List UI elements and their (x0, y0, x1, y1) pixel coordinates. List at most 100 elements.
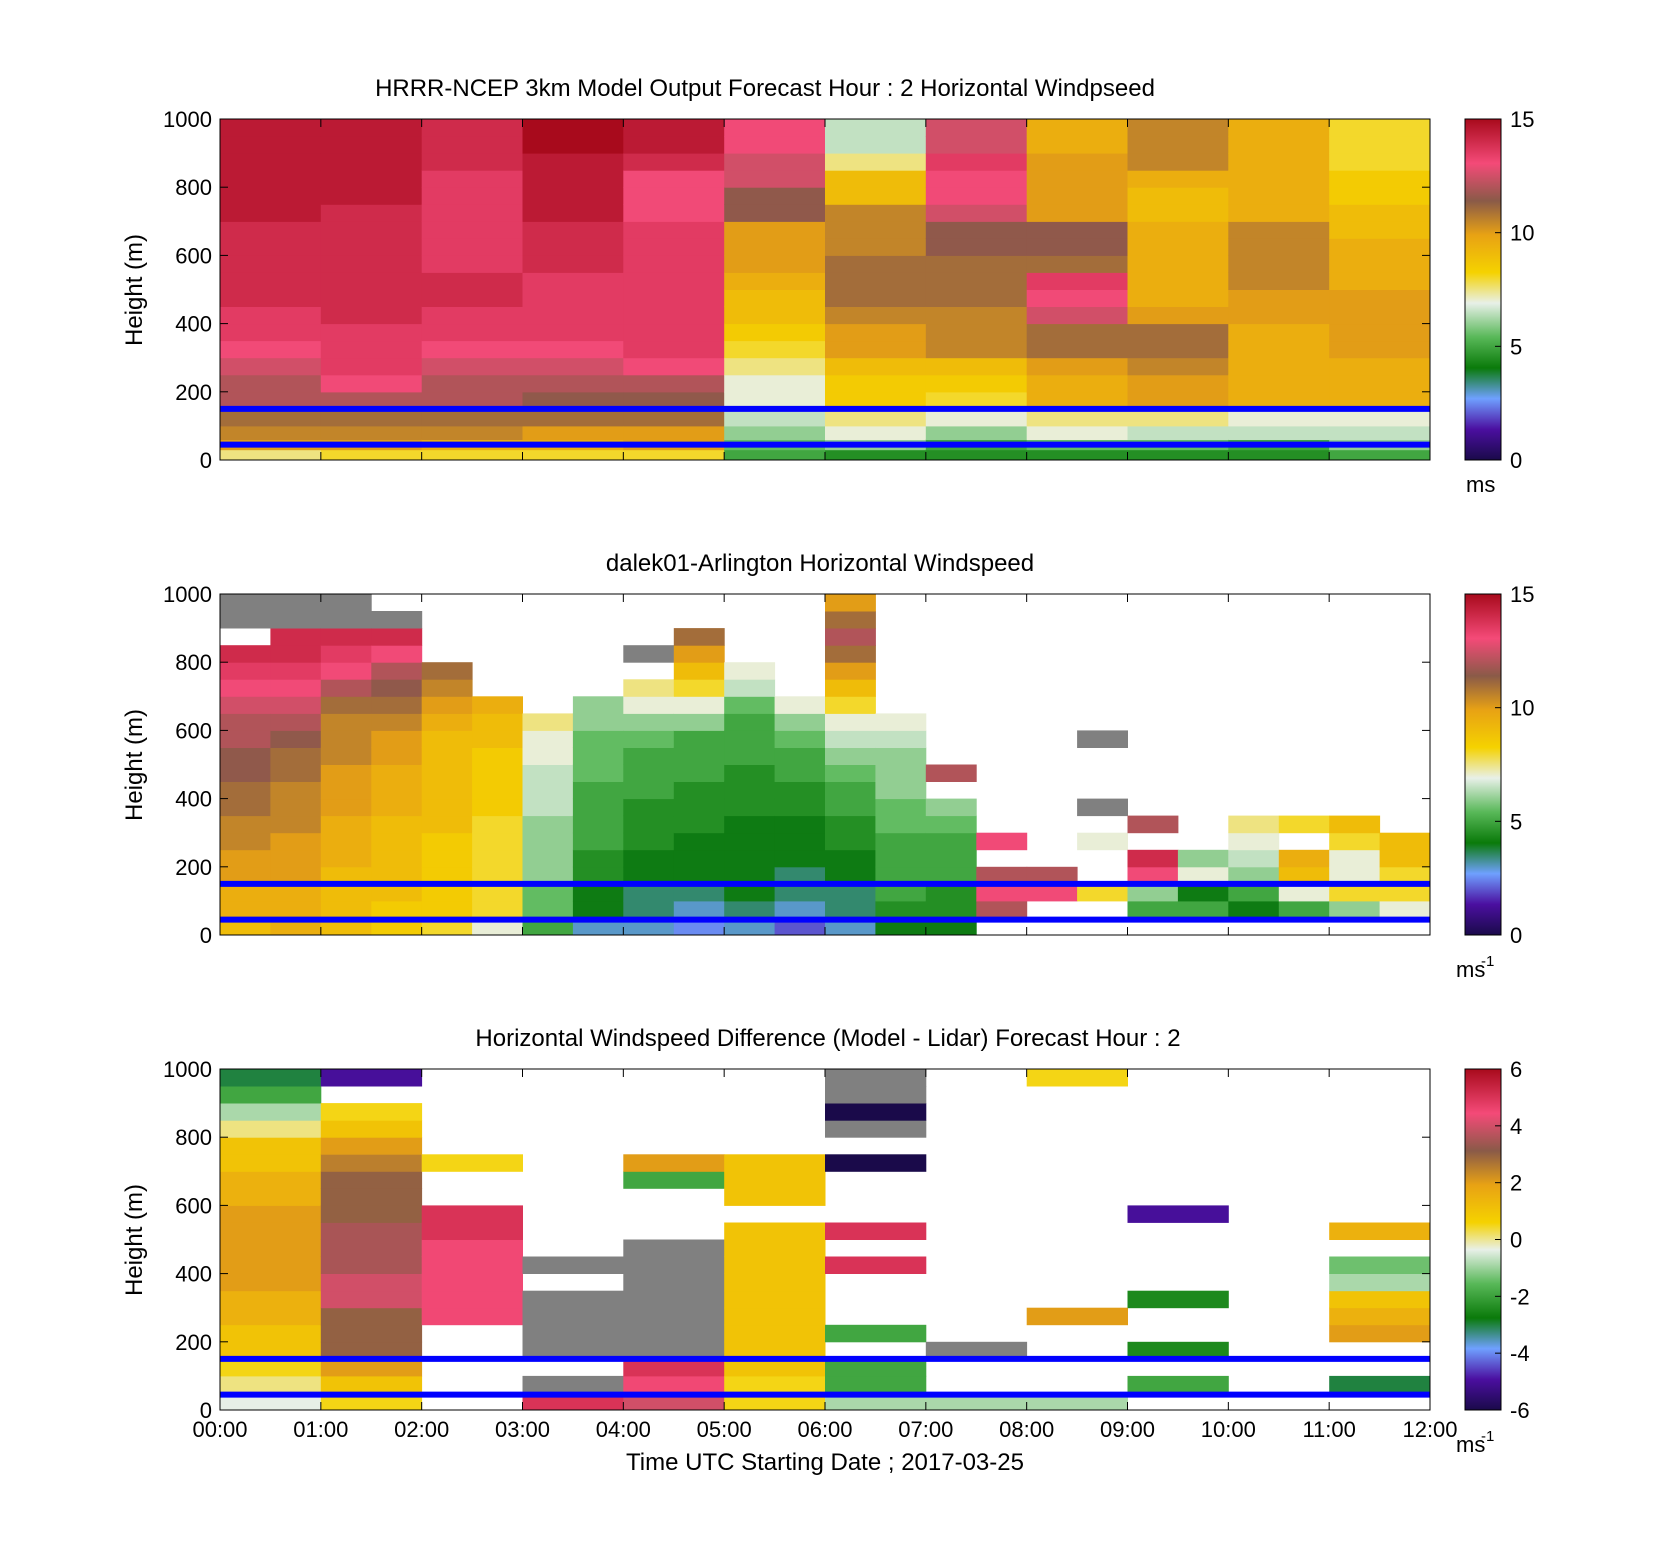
heatmap-cell (1077, 730, 1128, 748)
heatmap-cell (220, 1273, 322, 1292)
heatmap-cell (1026, 221, 1128, 239)
heatmap-cell (220, 849, 271, 868)
colorbar-tick-label: 5 (1510, 809, 1522, 834)
heatmap-cell (572, 832, 624, 851)
heatmap-cell (421, 187, 523, 205)
x-tick-label: 03:00 (495, 1417, 550, 1442)
time-tick-labels: 00:00 01:00 02:00 03:00 04:00 05:00 06:00 07:00… (192, 1417, 1457, 1442)
heatmap-cell (1127, 289, 1229, 307)
colorbar-tick-label: 15 (1510, 107, 1534, 132)
heatmap-cell (825, 764, 876, 782)
heatmap-cell (1379, 900, 1431, 919)
heatmap-cell (673, 662, 725, 680)
heatmap-cell (421, 1290, 523, 1309)
heatmap-cell (623, 1324, 725, 1343)
heatmap-cell (522, 255, 624, 273)
heatmap-cell (623, 866, 675, 885)
heatmap-cell (220, 449, 322, 461)
heatmap-cell (724, 408, 826, 427)
heatmap-cell (320, 170, 423, 188)
heatmap-cell (421, 357, 523, 376)
heatmap-cell (623, 781, 675, 800)
heatmap-cell (724, 1256, 826, 1274)
heatmap-cell (1127, 255, 1229, 273)
heatmap-cell (925, 425, 1028, 440)
heatmap-cell (1127, 883, 1179, 902)
heatmap-cell (220, 781, 271, 800)
heatmap-cell (320, 340, 423, 359)
heatmap-cell (825, 391, 927, 410)
heatmap-cell (1278, 866, 1330, 885)
heatmap-cell (623, 238, 725, 256)
heatmap-cell (522, 323, 624, 342)
heatmap-cell (1329, 221, 1431, 239)
heatmap-cell (320, 391, 423, 410)
heatmap-cell (1026, 272, 1128, 290)
heatmap-cell (1228, 900, 1280, 919)
heatmap-cell (421, 374, 523, 393)
heatmap-cell (522, 119, 624, 137)
heatmap-cell (875, 849, 927, 868)
panel-difference: Horizontal Windspeed Difference (Model -… (121, 1025, 1530, 1476)
heatmap-cell (1379, 849, 1431, 868)
heatmap-cell (1228, 323, 1330, 342)
heatmap-cell (220, 1120, 322, 1138)
heatmap-cell (673, 781, 725, 800)
heatmap-cell (1127, 170, 1229, 188)
heatmap-cell (1329, 340, 1431, 359)
y-tick-label: 800 (175, 650, 212, 675)
heatmap-cell (1026, 1307, 1128, 1326)
x-tick-label: 02:00 (394, 1417, 449, 1442)
heatmap-cell (320, 1324, 423, 1343)
heatmap-cell (673, 747, 725, 765)
heatmap-cell (1127, 866, 1179, 885)
heatmap-cell (825, 1120, 927, 1138)
heatmap-cell (522, 187, 624, 205)
heatmap-cell (371, 628, 423, 646)
heatmap-cell (825, 832, 876, 851)
heatmap-cell (522, 425, 624, 440)
heatmap-cell (421, 866, 473, 885)
heatmap-cell (724, 798, 776, 817)
heatmap-cell (825, 119, 927, 137)
heatmap-cell (320, 662, 372, 680)
panel-model-yticks: 0 200 400 600 800 1000 (163, 107, 1430, 473)
heatmap-cell (623, 883, 675, 902)
heatmap-cell (825, 204, 927, 222)
colorbar-tick-label: -4 (1510, 1341, 1530, 1366)
heatmap-cell (220, 1256, 322, 1274)
panel-model-cbticks: 0 5 10 15 (1495, 107, 1534, 473)
heatmap-cell (220, 883, 271, 902)
heatmap-cell (1228, 136, 1330, 154)
heatmap-cell (421, 798, 473, 817)
heatmap-cell (724, 136, 826, 154)
heatmap-cell (1329, 1307, 1431, 1326)
heatmap-cell (825, 628, 876, 646)
heatmap-cell (875, 781, 927, 800)
heatmap-cell (320, 153, 423, 171)
heatmap-cell (522, 713, 574, 731)
heatmap-cell (1026, 119, 1128, 137)
heatmap-cell (320, 1205, 423, 1223)
heatmap-cell (421, 1154, 523, 1172)
x-tick-label: 00:00 (192, 1417, 247, 1442)
heatmap-cell (724, 1273, 826, 1292)
heatmap-cell (1228, 187, 1330, 205)
heatmap-cell (925, 255, 1028, 273)
heatmap-cell (320, 221, 423, 239)
heatmap-cell (522, 136, 624, 154)
heatmap-cell (220, 866, 271, 885)
heatmap-cell (724, 832, 776, 851)
heatmap-cell (976, 900, 1028, 919)
panel-lidar-yticks: 0 200 400 600 800 1000 (163, 582, 1430, 948)
heatmap-cell (371, 798, 423, 817)
heatmap-cell (724, 696, 776, 714)
panel-lidar-colorbar-unit: ms (1456, 957, 1485, 982)
heatmap-cell (220, 1375, 322, 1394)
heatmap-cell (1077, 883, 1128, 902)
heatmap-cell (825, 1358, 927, 1377)
heatmap-cell (774, 747, 826, 765)
heatmap-cell (724, 238, 826, 256)
heatmap-cell (724, 170, 826, 188)
heatmap-cell (220, 662, 271, 680)
